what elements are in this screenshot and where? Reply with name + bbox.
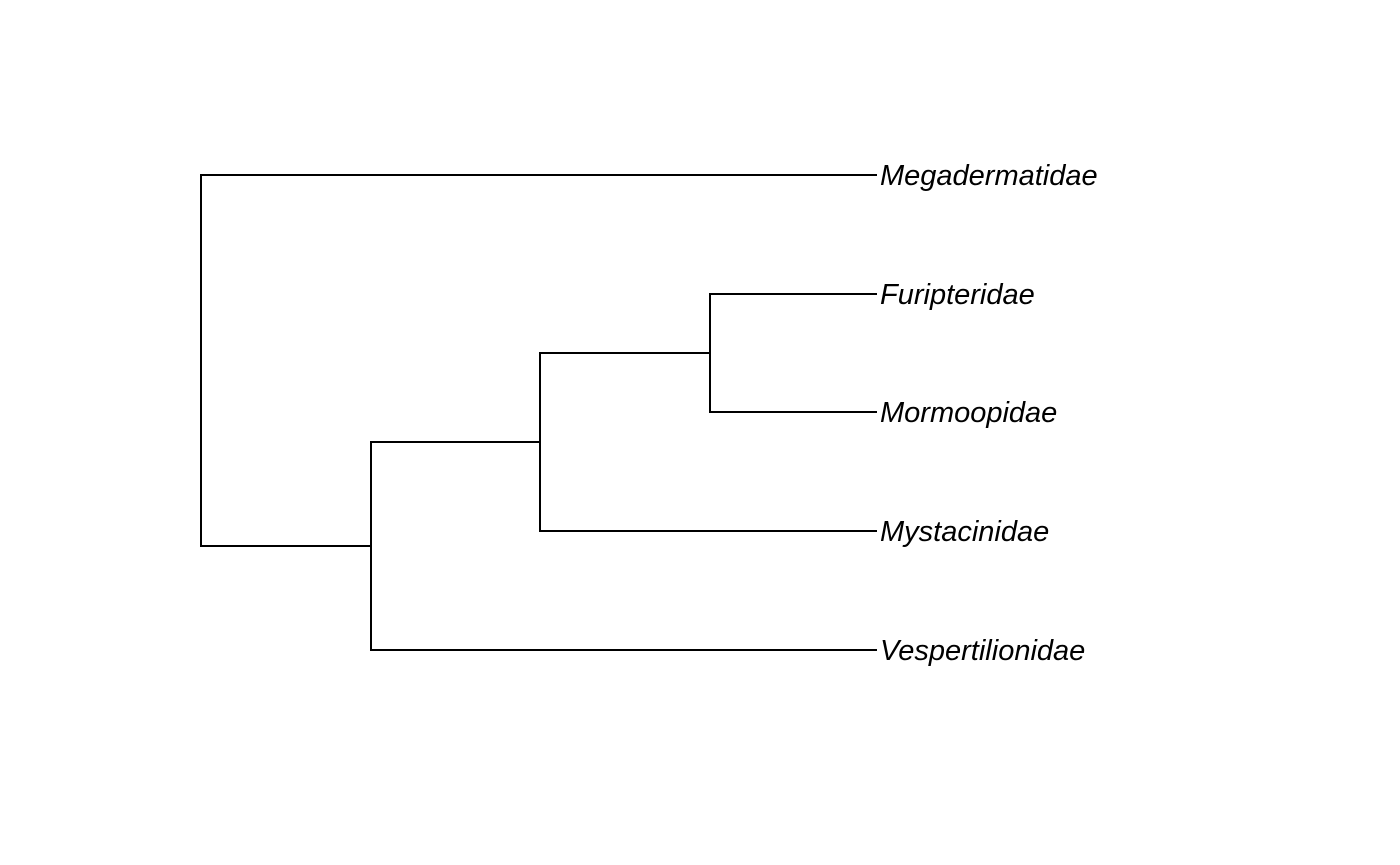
tip-labels: Megadermatidae Furipteridae Mormoopidae … xyxy=(880,160,1098,667)
tip-label-mormoopidae: Mormoopidae xyxy=(880,397,1057,429)
branches xyxy=(200,174,877,651)
tip-label-mystacinidae: Mystacinidae xyxy=(880,516,1049,548)
tip-label-megadermatidae: Megadermatidae xyxy=(880,160,1098,192)
tip-label-vespertilionidae: Vespertilionidae xyxy=(880,635,1085,667)
tip-label-furipteridae: Furipteridae xyxy=(880,279,1035,311)
